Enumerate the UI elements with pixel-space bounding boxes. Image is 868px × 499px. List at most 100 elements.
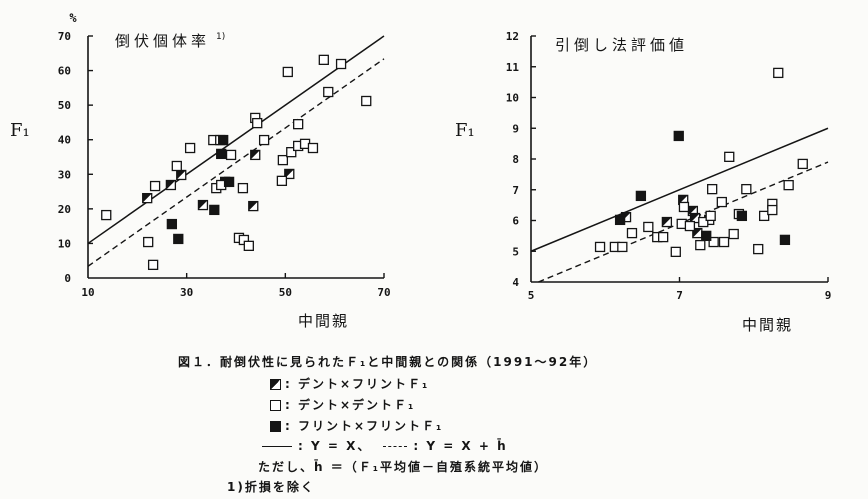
half-filled-square-icon — [270, 378, 281, 390]
y-tick-label: 9 — [512, 122, 519, 135]
y-tick-label: 30 — [58, 168, 71, 181]
data-point-open-square — [753, 243, 764, 255]
line-legend-row: : Y = X、 : Y = X + h̄ — [262, 438, 508, 454]
filled-square-icon — [270, 420, 281, 432]
y-tick-label: 10 — [506, 92, 519, 105]
legend-label: : デント×デントＦ₁ — [285, 398, 416, 412]
x-axis-label: 中間親 — [742, 316, 793, 334]
left-scatter-chart: % F₁ 倒伏個体率 1) 中間親 0 10 20 30 40 50 60 70 10 30 50 7… — [10, 11, 391, 330]
chart-title-note: 1) — [216, 32, 225, 42]
data-point-open-square — [184, 142, 196, 154]
x-tick-label: 50 — [279, 286, 292, 299]
x-tick-label: 10 — [81, 286, 94, 299]
y-axis-label: F₁ — [455, 120, 475, 141]
y-tick-label: 5 — [512, 245, 519, 258]
y-tick-label: 50 — [58, 99, 71, 112]
data-point-open-square — [282, 66, 293, 78]
data-point-open-square — [147, 259, 159, 271]
data-point-filled-square — [701, 230, 712, 242]
data-point-open-square — [307, 142, 319, 154]
legend-row: : デント×フリントＦ₁ — [270, 376, 429, 392]
y-tick-label: 0 — [64, 272, 71, 285]
data-point-open-square — [277, 154, 289, 166]
data-point-half-filled-square — [248, 200, 259, 212]
data-point-half-filled-square — [176, 169, 187, 181]
figure-caption: 図１．耐倒伏性に見られたＦ₁と中間親との関係（1991～92年） — [178, 355, 598, 369]
y-axis-unit: % — [69, 11, 77, 25]
data-point-open-square — [684, 220, 696, 232]
x-axis-label: 中間親 — [298, 312, 349, 330]
caption-definition: ただし、h̄ ＝（Ｆ₁平均値－自殖系統平均値） — [258, 460, 548, 474]
y-tick-label: 7 — [512, 184, 519, 197]
data-point-filled-square — [736, 210, 748, 222]
x-tick-label: 7 — [676, 289, 683, 302]
data-point-open-square — [741, 183, 752, 195]
data-point-filled-square — [209, 204, 220, 216]
open-square-icon — [270, 399, 281, 411]
data-point-open-square — [705, 210, 716, 222]
data-point-open-square — [225, 149, 237, 161]
data-point-open-square — [286, 147, 297, 158]
legend-label: : デント×フリントＦ₁ — [285, 377, 430, 391]
data-point-open-square — [678, 201, 690, 213]
y-tick-label: 11 — [506, 61, 520, 74]
marker-fill — [142, 193, 152, 203]
data-point-open-square — [658, 231, 669, 243]
data-point-open-square — [237, 182, 249, 194]
data-point-filled-square — [173, 233, 184, 245]
x-tick-label: 9 — [825, 289, 832, 302]
data-point-open-square — [724, 151, 735, 162]
data-point-open-square — [143, 236, 154, 248]
data-point-open-square — [258, 134, 270, 146]
y-tick-label: 12 — [506, 30, 519, 43]
y-tick-label: 10 — [58, 237, 71, 250]
data-point-open-square — [626, 227, 638, 239]
data-point-open-square — [171, 160, 182, 172]
data-point-open-square — [728, 228, 739, 240]
data-point-open-square — [670, 246, 681, 258]
reference-line-dashed — [87, 58, 385, 267]
x-tick-label: 70 — [377, 286, 390, 299]
y-tick-label: 70 — [58, 30, 71, 43]
reference-line-dashed — [538, 161, 829, 283]
data-point-open-square — [716, 196, 727, 208]
figure-charts: % F₁ 倒伏個体率 1) 中間親 0 10 20 30 40 50 60 70 10 30 50 7… — [10, 11, 832, 334]
data-point-open-square — [617, 241, 628, 253]
data-point-half-filled-square — [142, 192, 153, 204]
y-tick-label: 6 — [512, 215, 519, 228]
data-point-open-square — [718, 236, 730, 248]
data-point-open-square — [318, 54, 329, 66]
line-legend-label: : Y = X + h̄ — [413, 439, 508, 453]
legend-row: : フリント×フリントＦ₁ — [270, 418, 443, 434]
y-tick-label: 60 — [58, 65, 71, 78]
caption-footnote: 1)折損を除く — [227, 480, 315, 494]
data-point-open-square — [708, 236, 719, 248]
x-tick-label: 30 — [180, 286, 193, 299]
line-legend-label: : Y = X、 — [298, 439, 372, 453]
legend-row: : デント×デントＦ₁ — [270, 397, 415, 413]
data-point-open-square — [758, 210, 770, 222]
data-point-open-square — [101, 209, 112, 221]
data-point-open-square — [252, 117, 263, 129]
data-point-filled-square — [614, 214, 626, 226]
data-point-open-square — [335, 58, 347, 70]
data-point-open-square — [797, 158, 808, 170]
data-point-half-filled-square — [661, 216, 673, 228]
marker-fill — [692, 228, 702, 238]
marker-fill — [662, 217, 672, 227]
reference-line-solid — [530, 127, 829, 252]
data-point-filled-square — [779, 234, 791, 246]
data-point-open-square — [783, 179, 794, 191]
chart-title: 引倒し法評価値 — [555, 36, 688, 54]
data-point-open-square — [594, 241, 606, 253]
data-point-half-filled-square — [197, 199, 209, 211]
data-point-filled-square — [635, 190, 647, 202]
marker-fill — [176, 170, 186, 180]
marker-fill — [690, 213, 700, 223]
data-point-filled-square — [673, 130, 684, 142]
y-tick-label: 4 — [512, 276, 519, 289]
data-point-open-square — [243, 240, 254, 251]
dashed-line-sample-icon — [383, 445, 408, 447]
reference-line-solid — [87, 35, 385, 245]
chart-title: 倒伏個体率 — [115, 32, 210, 50]
